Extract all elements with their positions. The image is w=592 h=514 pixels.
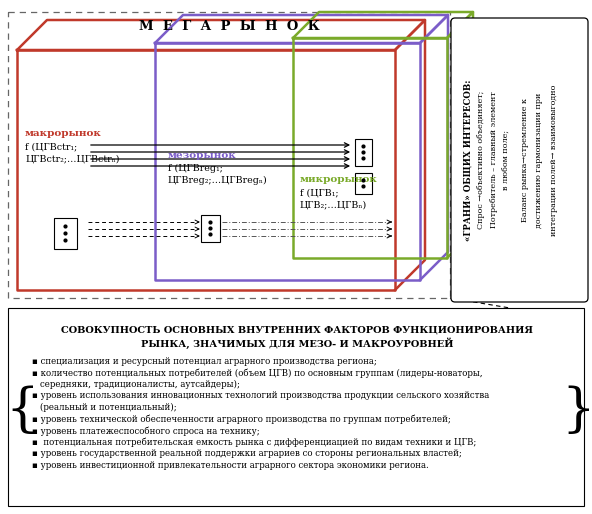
Text: f (ЦГВ₁;: f (ЦГВ₁; <box>300 189 339 197</box>
Text: {: { <box>5 384 39 435</box>
Text: в любом поле;: в любом поле; <box>502 130 510 190</box>
Text: f (ЦГВctr₁;: f (ЦГВctr₁; <box>25 142 77 152</box>
FancyBboxPatch shape <box>8 308 584 506</box>
Text: интеграции полей→ взаимовыгодно: интеграции полей→ взаимовыгодно <box>550 84 558 236</box>
Text: достижению гармонизации при: достижению гармонизации при <box>535 93 543 228</box>
Text: микрорынок: микрорынок <box>300 175 378 185</box>
Text: М  Е  Г  А  Р  Ы  Н  О  К: М Е Г А Р Ы Н О К <box>139 21 319 33</box>
Text: Потребитель – главный элемент: Потребитель – главный элемент <box>490 91 498 228</box>
Text: (реальный и потенциальный);: (реальный и потенциальный); <box>40 403 177 412</box>
FancyBboxPatch shape <box>451 18 588 302</box>
FancyBboxPatch shape <box>53 217 76 248</box>
Text: ▪ уровень использования инновационных технологий производства продукции сельског: ▪ уровень использования инновационных те… <box>32 392 489 400</box>
Text: f (ЦГВreg₁;: f (ЦГВreg₁; <box>168 163 223 173</box>
Text: «ГРАНИ» ОБЩИХ ИНТЕРЕСОВ:: «ГРАНИ» ОБЩИХ ИНТЕРЕСОВ: <box>464 79 472 241</box>
Text: Спрос →объективно объединяет;: Спрос →объективно объединяет; <box>477 91 485 229</box>
Text: мезорынок: мезорынок <box>168 151 237 159</box>
FancyBboxPatch shape <box>355 173 372 193</box>
Text: ▪ уровень государственной реальной поддержки аграриев со стороны региональных вл: ▪ уровень государственной реальной подде… <box>32 449 462 458</box>
Text: ЦГВreg₂;…ЦГВregₙ): ЦГВreg₂;…ЦГВregₙ) <box>168 175 268 185</box>
Text: }: } <box>561 384 592 435</box>
Text: ▪ количество потенциальных потребителей (объем ЦГВ) по основным группам (лидеры-: ▪ количество потенциальных потребителей … <box>32 369 482 378</box>
Text: Баланс рынка→стремление к: Баланс рынка→стремление к <box>521 98 529 222</box>
Text: РЫНКА, ЗНАЧИМЫХ ДЛЯ МЕЗО- И МАКРОУРОВНЕЙ: РЫНКА, ЗНАЧИМЫХ ДЛЯ МЕЗО- И МАКРОУРОВНЕЙ <box>141 337 453 349</box>
FancyBboxPatch shape <box>355 138 372 166</box>
Text: середняки, традиционалисты, аутсайдеры);: середняки, традиционалисты, аутсайдеры); <box>40 380 240 389</box>
Text: макрорынок: макрорынок <box>25 128 102 138</box>
Text: ▪ специализация и ресурсный потенциал аграрного производства региона;: ▪ специализация и ресурсный потенциал аг… <box>32 357 377 366</box>
Text: ЦГВctr₂;…ЦГВctrₙ): ЦГВctr₂;…ЦГВctrₙ) <box>25 155 120 163</box>
Text: ▪ уровень инвестиционной привлекательности аграрного сектора экономики региона.: ▪ уровень инвестиционной привлекательнос… <box>32 461 429 469</box>
FancyBboxPatch shape <box>201 214 220 242</box>
Text: СОВОКУПНОСТЬ ОСНОВНЫХ ВНУТРЕННИХ ФАКТОРОВ ФУНКЦИОНИРОВАНИЯ: СОВОКУПНОСТЬ ОСНОВНЫХ ВНУТРЕННИХ ФАКТОРО… <box>61 325 533 335</box>
Text: ЦГВ₂;…ЦГВₙ): ЦГВ₂;…ЦГВₙ) <box>300 200 367 210</box>
Text: ▪ уровень платежеспособного спроса на технику;: ▪ уровень платежеспособного спроса на те… <box>32 426 260 435</box>
Text: ▪  потенциальная потребительская емкость рынка с дифференциацией по видам техник: ▪ потенциальная потребительская емкость … <box>32 437 477 447</box>
Text: ▪ уровень технической обеспеченности аграрного производства по группам потребите: ▪ уровень технической обеспеченности агр… <box>32 414 451 424</box>
